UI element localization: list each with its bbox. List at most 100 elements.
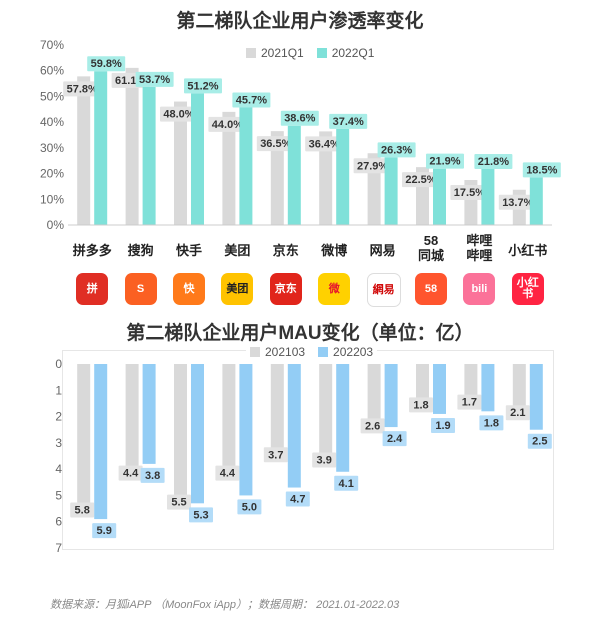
chart2-ytick: 1 — [55, 383, 62, 397]
chart2-bar — [142, 364, 156, 464]
chart2-data-label-bg — [189, 507, 213, 523]
chart2-data-label: 1.8 — [413, 399, 428, 411]
chart1-data-label-bg — [135, 71, 174, 87]
chart1-category-label: 网易 — [370, 243, 396, 258]
chart1-data-label-bg — [474, 153, 513, 169]
chart1-category-label: 拼多多 — [73, 243, 112, 258]
legend-label-202203: 202203 — [333, 345, 374, 359]
chart1-data-label: 26.3% — [381, 144, 412, 156]
chart2-data-label: 2.1 — [510, 407, 525, 419]
chart1-data-label: 37.4% — [333, 116, 364, 128]
chart2-legend: 202103 202203 — [246, 345, 378, 359]
chart1-data-label-bg — [87, 56, 126, 72]
chart2-data-label-bg — [140, 467, 165, 483]
chart1-bar — [529, 177, 543, 225]
chart2-ytick: 3 — [55, 436, 62, 450]
pinduoduo-logo-icon: 拼 — [76, 273, 109, 305]
chart1-bar — [125, 67, 139, 225]
legend-swatch-202203 — [318, 347, 329, 357]
chart2-title: 第二梯队企业用户MAU变化（单位：亿） — [126, 323, 474, 344]
chart2-ytick: 7 — [55, 541, 62, 555]
chart2-bar — [481, 364, 495, 412]
chart1-data-label-bg — [305, 136, 344, 152]
chart1-data-label-bg — [280, 110, 319, 126]
chart2-bar — [433, 364, 446, 414]
jd-logo-icon: 京东 — [269, 273, 302, 305]
chart1-data-label-bg — [377, 142, 416, 158]
chart2-data-label-bg — [92, 523, 117, 539]
source-note: 数据来源：月狐iAPP （MoonFox iApp）；数据周期： 2021.01… — [50, 599, 400, 611]
chart1-data-label-bg — [329, 113, 368, 129]
chart1-data-label: 18.5% — [526, 164, 557, 176]
chart1-category-label: 美团 — [224, 243, 250, 258]
chart1-bar — [384, 157, 398, 225]
chart2-bar — [319, 364, 333, 467]
chart2-data-label: 2.4 — [387, 433, 403, 445]
chart2-data-label-bg — [263, 447, 288, 463]
chart1-data-label: 27.9% — [357, 160, 388, 172]
legend-swatch-2022q1 — [316, 48, 327, 58]
chart1-data-label: 48.0% — [163, 109, 194, 121]
chart1-ytick: 70% — [40, 38, 64, 52]
chart1-category-label: 快手 — [176, 243, 202, 258]
chart1-ytick: 50% — [40, 89, 64, 103]
kuaishou-logo-icon: 快 — [173, 273, 205, 305]
chart2-data-label-bg — [312, 452, 337, 468]
chart2-ytick: 6 — [55, 515, 62, 529]
chart1-ytick: 40% — [40, 115, 64, 129]
chart1-category-label: 哔哩 — [466, 248, 492, 263]
meituan-logo-icon: 美团 — [221, 273, 254, 305]
chart2-bar — [367, 364, 381, 433]
chart1-data-label: 22.5% — [405, 174, 436, 186]
chart1-data-label-bg — [63, 81, 102, 97]
chart2-data-label: 3.7 — [268, 449, 283, 461]
chart2-data-label-bg — [334, 475, 359, 491]
chart1-data-label-bg — [208, 116, 247, 132]
chart1-bar — [270, 131, 284, 225]
legend-label-202103: 202103 — [265, 345, 306, 359]
chart2-bar — [222, 364, 236, 480]
chart1-data-label-bg — [160, 106, 198, 122]
chart1-bar — [319, 131, 333, 225]
chart1-data-label: 21.9% — [429, 156, 460, 168]
chart1-bar — [287, 125, 301, 225]
chart1-data-label-bg — [498, 194, 537, 210]
chart1-data-label-bg — [426, 153, 464, 169]
chart1-data-label: 38.6% — [284, 113, 315, 125]
chart2-data-label: 1.7 — [462, 397, 477, 409]
58-logo-icon: 58 — [415, 273, 447, 305]
chart1-ytick: 10% — [40, 192, 64, 206]
chart2-data-label-bg — [457, 394, 482, 410]
chart2-data-label-bg — [505, 405, 530, 421]
chart1-data-label-bg — [353, 158, 392, 174]
legend-label-2022q1: 2022Q1 — [331, 46, 375, 60]
chart1-bar — [481, 168, 495, 225]
chart1-data-label-bg — [450, 185, 489, 200]
chart2-bar — [384, 364, 398, 428]
chart2-data-label-bg — [215, 465, 240, 481]
chart1-data-label: 57.8% — [67, 83, 98, 95]
chart2-data-label: 3.9 — [317, 455, 332, 467]
chart1-category-label: 哔哩 — [466, 233, 492, 248]
chart2-data-label: 4.7 — [290, 494, 305, 506]
chart1-category-label: 微博 — [320, 243, 347, 258]
chart2-bar — [239, 364, 253, 496]
chart1-category-label: 58 — [424, 233, 438, 248]
chart2-data-label-bg — [409, 397, 433, 413]
legend-swatch-2021q1 — [246, 48, 256, 58]
chart2-data-label: 4.1 — [339, 478, 354, 490]
chart1-data-label: 59.8% — [91, 58, 122, 70]
chart1-data-label-bg — [232, 92, 271, 108]
chart1-bar — [191, 93, 204, 225]
chart1-bar — [336, 128, 350, 225]
chart2-data-label-bg — [118, 465, 143, 481]
chart2-bar — [125, 364, 139, 480]
chart2-data-label: 5.5 — [171, 497, 186, 509]
chart2-data-label-bg — [382, 431, 407, 447]
chart2-data-label-bg — [479, 415, 504, 431]
chart1-legend: 2021Q1 2022Q1 — [246, 46, 374, 60]
bilibili-logo-icon: bili — [463, 273, 496, 305]
chart1-bar — [94, 71, 108, 225]
chart1-data-label: 13.7% — [502, 197, 533, 209]
